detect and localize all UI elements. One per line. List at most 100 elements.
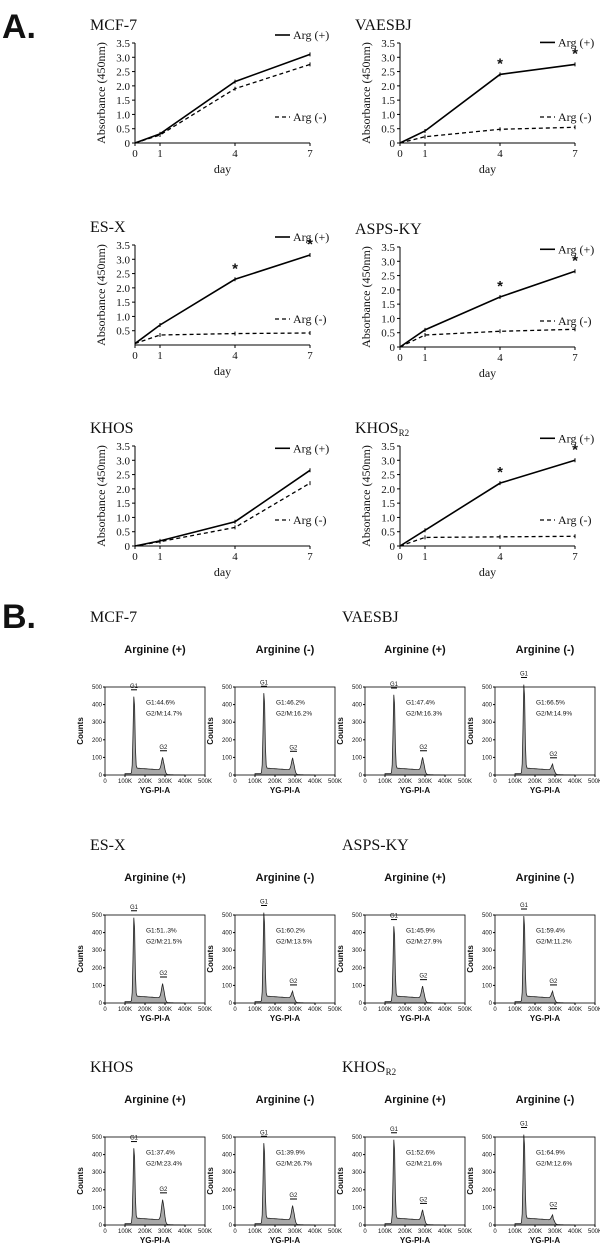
- legend-label: Arg (-): [293, 312, 326, 326]
- x-tick-label: 100K: [118, 1007, 132, 1013]
- g2-gate-label: G2: [159, 1187, 168, 1193]
- legend-label: Arg (+): [558, 35, 594, 49]
- g2-gate-label: G2: [419, 1197, 428, 1203]
- y-axis-label: Counts: [76, 1167, 85, 1195]
- y-tick-label: 3.5: [381, 38, 395, 50]
- histogram-group-5: KHOS Arginine (+) 0 100 200 300 400 500 0 100K 200…: [76, 1059, 342, 1245]
- y-tick-label: 3.5: [116, 38, 130, 50]
- condition-label: Arginine (-): [516, 644, 575, 656]
- x-tick-label: 200K: [138, 779, 152, 785]
- chart-title-subscript: R2: [399, 428, 410, 438]
- y-tick-label: 0: [125, 541, 131, 553]
- y-tick-label: 3.5: [116, 441, 130, 453]
- g2-gate-label: G2: [549, 752, 558, 758]
- x-axis-label: YG-PI-A: [530, 786, 560, 795]
- g1-gate-label: G1: [260, 680, 269, 686]
- y-tick-label: 1.5: [381, 95, 395, 107]
- g1-gate-label: G1: [390, 914, 399, 920]
- y-axis-label: Counts: [336, 717, 345, 745]
- y-tick-label: 0: [390, 342, 396, 354]
- x-tick-label: 0: [363, 1229, 367, 1235]
- x-tick-label: 200K: [268, 1007, 282, 1013]
- series-line-arg-plus: [134, 254, 311, 345]
- y-tick-label: 500: [482, 913, 493, 919]
- line-chart-1: MCF-700.51.01.52.02.53.03.50 1 4 7dayAbsorb…: [90, 17, 329, 176]
- g2m-percentage: G2/M:26.7%: [276, 1161, 312, 1168]
- y-tick-label: 2.0: [381, 285, 395, 297]
- x-axis-label: day: [479, 565, 496, 579]
- significance-star: *: [232, 260, 238, 277]
- g1-gate-label: G1: [130, 684, 139, 690]
- x-tick-label: 7: [572, 148, 578, 160]
- g2m-percentage: G2/M:14.9%: [536, 711, 572, 718]
- y-tick-label: 400: [482, 1153, 493, 1159]
- y-tick-label: 3.0: [116, 455, 130, 467]
- x-tick-label: 500K: [198, 1007, 212, 1013]
- g2-gate-label: G2: [549, 979, 558, 985]
- series-line-arg-plus: [399, 459, 576, 547]
- histogram-group-2: VAESBJ Arginine (+) 0 100 200 300 400 500 0 100K 2…: [336, 609, 600, 795]
- y-tick-label: 400: [92, 703, 103, 709]
- x-tick-label: 300K: [548, 1229, 562, 1235]
- plot-frame: [494, 1136, 596, 1226]
- y-tick-label: 400: [352, 931, 363, 937]
- y-tick-label: 400: [352, 1153, 363, 1159]
- x-tick-label: 500K: [328, 1007, 342, 1013]
- series-line-arg-minus: [399, 328, 576, 348]
- x-tick-label: 0: [397, 148, 403, 160]
- condition-label: Arginine (+): [384, 872, 446, 884]
- g1-gate-label: G1: [260, 899, 269, 905]
- g1-percentage: G1:46.2%: [276, 700, 305, 707]
- g2-gate-label: G2: [419, 745, 428, 751]
- legend-label: Arg (-): [293, 513, 326, 527]
- plot-frame: [234, 686, 336, 776]
- g2m-percentage: G2/M:21.5%: [146, 939, 182, 946]
- g1-percentage: G1:60.2%: [276, 928, 305, 935]
- y-tick-label: 0: [390, 138, 396, 150]
- x-tick-label: 0: [363, 1007, 367, 1013]
- x-tick-label: 7: [307, 148, 313, 160]
- y-tick-label: 100: [482, 1205, 493, 1211]
- x-tick-label: 0: [233, 1007, 237, 1013]
- condition-label: Arginine (+): [124, 1094, 186, 1106]
- g1-percentage: G1:59.4%: [536, 928, 565, 935]
- g2m-percentage: G2/M:14.7%: [146, 711, 182, 718]
- x-tick-label: 4: [232, 551, 238, 563]
- histogram-panel: Arginine (-) 0 100 200 300 400 500 0 100K 200K 300…: [206, 644, 342, 795]
- histogram-panel: Arginine (-) 0 100 200 300 400 500 0 100K 200K 300…: [466, 1094, 600, 1245]
- g1-gate-label: G1: [520, 1121, 529, 1127]
- y-tick-label: 2.0: [381, 81, 395, 93]
- y-tick-label: 2.5: [116, 67, 130, 79]
- y-tick-label: 0: [489, 1001, 493, 1007]
- x-tick-label: 0: [493, 1229, 497, 1235]
- x-tick-label: 300K: [418, 779, 432, 785]
- y-tick-label: 500: [352, 1135, 363, 1141]
- y-axis-label: Counts: [206, 717, 215, 745]
- x-tick-label: 500K: [588, 779, 600, 785]
- condition-label: Arginine (+): [124, 872, 186, 884]
- g1-percentage: G1:51..3%: [146, 928, 177, 935]
- y-axis-label: Counts: [466, 945, 475, 973]
- x-tick-label: 500K: [458, 1229, 472, 1235]
- y-tick-label: 500: [352, 685, 363, 691]
- y-tick-label: 2.5: [381, 271, 395, 283]
- g2m-percentage: G2/M:12.6%: [536, 1161, 572, 1168]
- y-tick-label: 200: [222, 1188, 233, 1194]
- y-tick-label: 1.0: [381, 512, 395, 524]
- x-tick-label: 0: [132, 551, 138, 563]
- y-tick-label: 500: [222, 685, 233, 691]
- y-axis-label: Counts: [76, 945, 85, 973]
- y-tick-label: 200: [92, 1188, 103, 1194]
- condition-label: Arginine (+): [124, 644, 186, 656]
- y-tick-label: 0: [359, 1001, 363, 1007]
- x-tick-label: 100K: [508, 1007, 522, 1013]
- y-tick-label: 100: [222, 1205, 233, 1211]
- x-tick-label: 500K: [588, 1007, 600, 1013]
- g2m-percentage: G2/M:16.2%: [276, 711, 312, 718]
- x-tick-label: 7: [307, 551, 313, 563]
- y-axis-label: Absorbance (450nm): [94, 445, 108, 547]
- y-tick-label: 0.5: [381, 124, 395, 136]
- x-tick-label: 0: [103, 1007, 107, 1013]
